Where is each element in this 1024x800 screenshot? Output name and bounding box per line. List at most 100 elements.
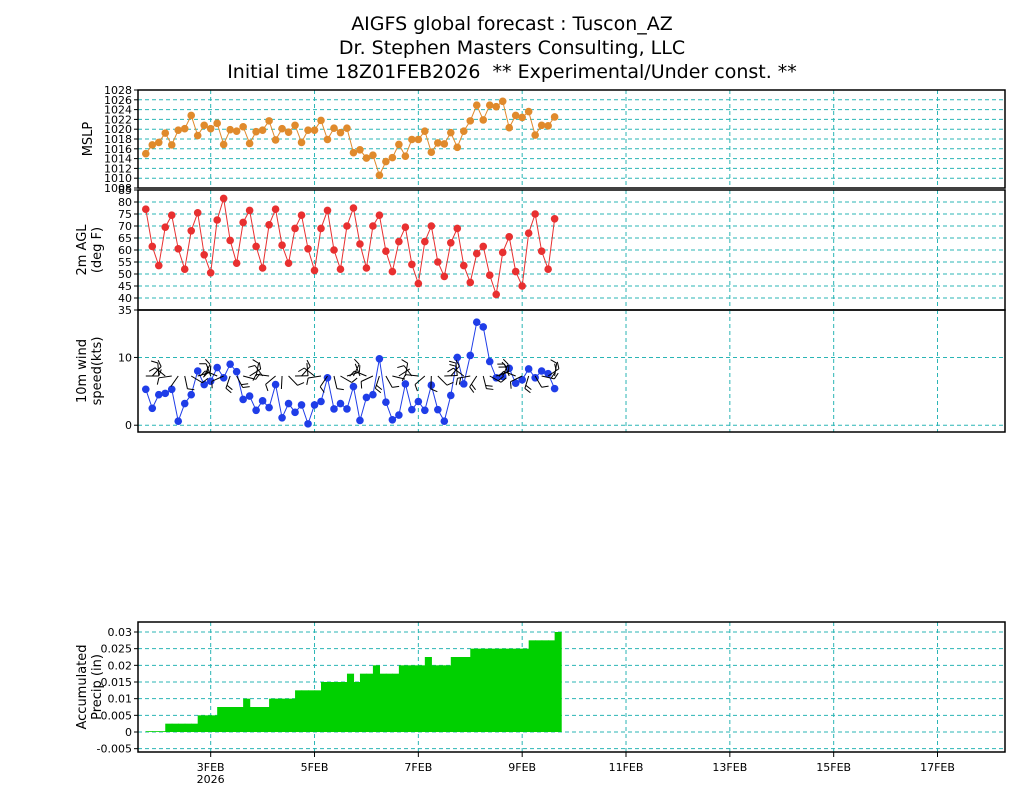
data-point <box>401 380 410 388</box>
precip-bar <box>171 723 179 732</box>
data-point <box>258 397 267 405</box>
wind-barb-flag <box>497 375 504 382</box>
x-tick-label: 3FEB <box>197 761 225 774</box>
precip-bar <box>470 648 478 732</box>
data-point <box>382 157 390 166</box>
y-axis-label: Precip (in) <box>90 654 105 720</box>
data-point <box>304 420 312 428</box>
precip-bar <box>308 690 316 732</box>
data-point <box>472 318 481 327</box>
y-tick-label: 1008 <box>104 182 132 195</box>
data-point <box>167 385 176 394</box>
wind-barb-flag <box>556 361 560 369</box>
data-point <box>343 124 351 133</box>
data-point <box>453 353 462 362</box>
data-point <box>200 121 208 130</box>
panel-frame <box>137 89 1006 189</box>
data-point <box>472 101 481 109</box>
wind-barb-flag <box>502 358 509 365</box>
data-point <box>291 224 299 233</box>
data-point <box>336 128 345 137</box>
wind-barb-flag <box>485 384 493 387</box>
y-tick-label: 65 <box>118 232 132 245</box>
precip-bar <box>204 715 212 732</box>
data-point <box>414 397 423 406</box>
wind-barb <box>205 363 212 377</box>
data-point <box>239 122 247 131</box>
y-axis-label: 10m wind <box>75 339 90 403</box>
data-point <box>330 405 338 413</box>
wind-barb-flag <box>265 384 269 392</box>
precip-bar <box>236 707 244 732</box>
precip-bar <box>301 690 309 732</box>
data-point <box>349 382 358 391</box>
data-point <box>531 210 539 218</box>
data-point <box>388 416 397 424</box>
data-point <box>544 369 552 378</box>
wind-barb-flag <box>306 359 311 367</box>
precip-bar <box>249 707 257 732</box>
wind-barb <box>158 375 172 379</box>
wind-barb-flag <box>509 381 512 389</box>
panel-frame <box>137 309 1006 433</box>
wind-barb <box>469 375 478 388</box>
precip-bar <box>184 723 192 732</box>
data-point <box>369 151 377 159</box>
wind-barb <box>333 375 338 389</box>
wind-barb-flag <box>158 369 162 377</box>
wind-barb <box>457 375 471 379</box>
wind-barb-flag <box>498 371 504 377</box>
precip-bar <box>197 715 205 732</box>
data-point <box>245 139 254 148</box>
data-point <box>485 101 494 109</box>
precip-bar <box>243 698 251 732</box>
wind-barb <box>265 375 276 385</box>
y-tick-label: 0.015 <box>101 676 133 689</box>
data-point <box>427 148 436 157</box>
data-point <box>440 417 449 425</box>
x-tick-label: 15FEB <box>816 761 851 774</box>
wind-barb <box>197 371 211 377</box>
precip-bar <box>424 657 432 732</box>
panel-0 <box>134 89 1006 189</box>
data-point <box>343 222 351 230</box>
data-point <box>336 399 345 408</box>
data-point <box>421 127 429 135</box>
data-point <box>466 278 475 287</box>
data-point <box>141 385 150 394</box>
data-point <box>154 261 163 270</box>
precip-bar <box>178 723 186 732</box>
data-point <box>213 363 221 372</box>
precip-bar <box>165 723 173 732</box>
data-point <box>193 131 202 140</box>
wind-barb <box>534 375 543 388</box>
data-point <box>193 367 202 375</box>
precip-bar <box>288 698 296 732</box>
wind-barb <box>453 367 465 377</box>
precip-bar <box>230 707 238 732</box>
data-point <box>498 248 507 257</box>
data-point <box>232 367 241 376</box>
data-point <box>479 242 488 251</box>
data-point <box>154 138 163 147</box>
data-point <box>550 113 559 121</box>
data-point <box>362 264 371 272</box>
y-axis-label: Accumulated <box>75 644 90 729</box>
x-tick-label: 13FEB <box>712 761 747 774</box>
y-tick-label: -0.005 <box>97 743 132 756</box>
data-point <box>174 245 183 253</box>
y-tick-label: 70 <box>118 220 132 233</box>
data-point <box>317 116 325 125</box>
precip-bar <box>496 648 504 732</box>
precip-bar <box>158 731 166 732</box>
data-point <box>421 406 429 415</box>
data-point <box>226 360 234 369</box>
data-point <box>492 102 501 111</box>
wind-barb-flag <box>471 383 476 391</box>
data-point <box>284 399 293 408</box>
wind-barb <box>157 362 160 377</box>
wind-barb-flag <box>469 386 475 393</box>
wind-barb-flag <box>455 359 460 367</box>
data-point <box>485 357 494 366</box>
wind-barb-flag <box>430 388 438 393</box>
